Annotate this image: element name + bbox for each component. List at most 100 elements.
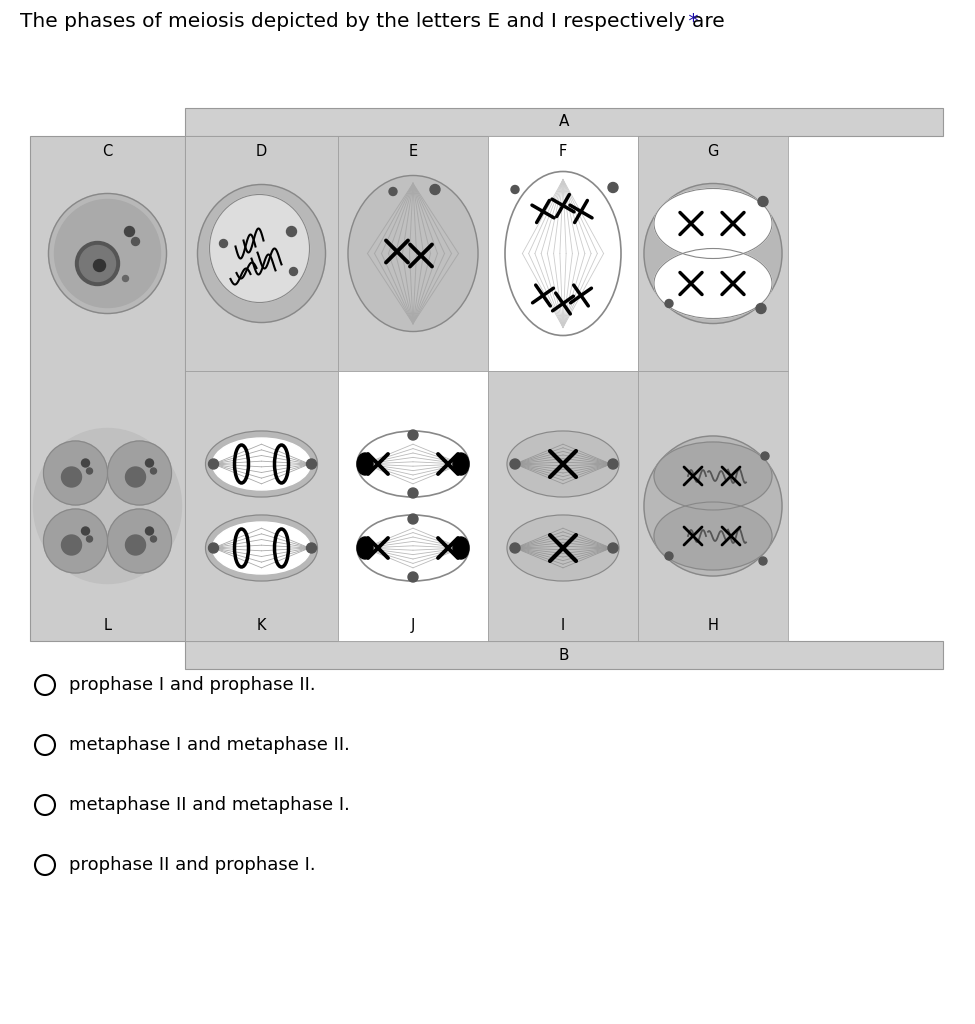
Circle shape (209, 543, 218, 553)
FancyBboxPatch shape (338, 136, 488, 371)
Circle shape (125, 226, 135, 237)
Text: The phases of meiosis depicted by the letters E and I respectively are: The phases of meiosis depicted by the le… (20, 12, 724, 31)
Circle shape (665, 299, 673, 307)
Circle shape (87, 468, 93, 474)
Ellipse shape (206, 431, 318, 497)
Ellipse shape (357, 431, 469, 497)
Circle shape (665, 552, 673, 560)
Text: B: B (559, 647, 569, 663)
Circle shape (287, 226, 296, 237)
Circle shape (145, 459, 153, 467)
Circle shape (408, 488, 418, 498)
Ellipse shape (644, 436, 782, 575)
Circle shape (290, 267, 297, 275)
Ellipse shape (198, 184, 326, 323)
Ellipse shape (654, 249, 772, 318)
Circle shape (219, 240, 227, 248)
Text: prophase II and prophase I.: prophase II and prophase I. (69, 856, 316, 874)
Circle shape (150, 468, 157, 474)
Text: I: I (561, 618, 566, 633)
Circle shape (408, 514, 418, 524)
Ellipse shape (55, 200, 161, 307)
FancyBboxPatch shape (185, 136, 338, 371)
FancyBboxPatch shape (338, 371, 488, 641)
Ellipse shape (453, 537, 469, 559)
Ellipse shape (213, 438, 310, 490)
Ellipse shape (644, 183, 782, 324)
Circle shape (209, 459, 218, 469)
Circle shape (107, 509, 172, 573)
Circle shape (408, 572, 418, 582)
Circle shape (126, 535, 145, 555)
Circle shape (430, 184, 440, 195)
FancyBboxPatch shape (185, 641, 943, 669)
Circle shape (758, 197, 768, 207)
FancyBboxPatch shape (488, 371, 638, 641)
Text: metaphase II and metaphase I.: metaphase II and metaphase I. (69, 796, 350, 814)
Circle shape (408, 430, 418, 440)
Circle shape (44, 441, 107, 505)
Text: E: E (409, 144, 417, 159)
Ellipse shape (357, 537, 373, 559)
Text: D: D (255, 144, 267, 159)
Circle shape (126, 467, 145, 487)
Ellipse shape (210, 195, 309, 302)
FancyBboxPatch shape (638, 371, 788, 641)
Text: K: K (256, 618, 266, 633)
Circle shape (756, 303, 766, 313)
FancyBboxPatch shape (185, 371, 338, 641)
Circle shape (61, 467, 82, 487)
Circle shape (82, 527, 90, 535)
Circle shape (389, 187, 397, 196)
Ellipse shape (507, 515, 619, 581)
Text: J: J (410, 618, 415, 633)
Ellipse shape (213, 522, 310, 574)
Text: G: G (707, 144, 719, 159)
Ellipse shape (33, 428, 181, 584)
Circle shape (608, 459, 618, 469)
Ellipse shape (654, 188, 772, 258)
Text: F: F (559, 144, 567, 159)
Circle shape (94, 259, 105, 271)
Text: *: * (682, 12, 698, 31)
Ellipse shape (348, 175, 478, 332)
Circle shape (145, 527, 153, 535)
Text: metaphase I and metaphase II.: metaphase I and metaphase II. (69, 736, 350, 754)
Ellipse shape (49, 194, 167, 313)
Ellipse shape (357, 515, 469, 581)
FancyBboxPatch shape (638, 136, 788, 371)
Text: L: L (103, 618, 111, 633)
Circle shape (75, 242, 120, 286)
FancyBboxPatch shape (488, 136, 638, 371)
Circle shape (107, 441, 172, 505)
Ellipse shape (453, 453, 469, 475)
Circle shape (132, 238, 139, 246)
Circle shape (61, 535, 82, 555)
Text: prophase I and prophase II.: prophase I and prophase II. (69, 676, 316, 694)
Circle shape (306, 543, 317, 553)
Text: A: A (559, 115, 569, 129)
Circle shape (761, 452, 769, 460)
Ellipse shape (654, 502, 772, 570)
Circle shape (759, 557, 767, 565)
Ellipse shape (206, 515, 318, 581)
Circle shape (510, 459, 520, 469)
Circle shape (82, 459, 90, 467)
FancyBboxPatch shape (30, 136, 185, 641)
Circle shape (123, 275, 129, 282)
Text: C: C (102, 144, 113, 159)
Circle shape (511, 185, 519, 194)
Ellipse shape (505, 171, 621, 336)
Circle shape (510, 543, 520, 553)
Ellipse shape (357, 453, 373, 475)
Text: H: H (708, 618, 719, 633)
Circle shape (608, 543, 618, 553)
Ellipse shape (507, 431, 619, 497)
Circle shape (87, 536, 93, 542)
Circle shape (44, 509, 107, 573)
Circle shape (80, 246, 115, 282)
Circle shape (608, 182, 618, 193)
Ellipse shape (654, 442, 772, 510)
Circle shape (306, 459, 317, 469)
Circle shape (150, 536, 157, 542)
